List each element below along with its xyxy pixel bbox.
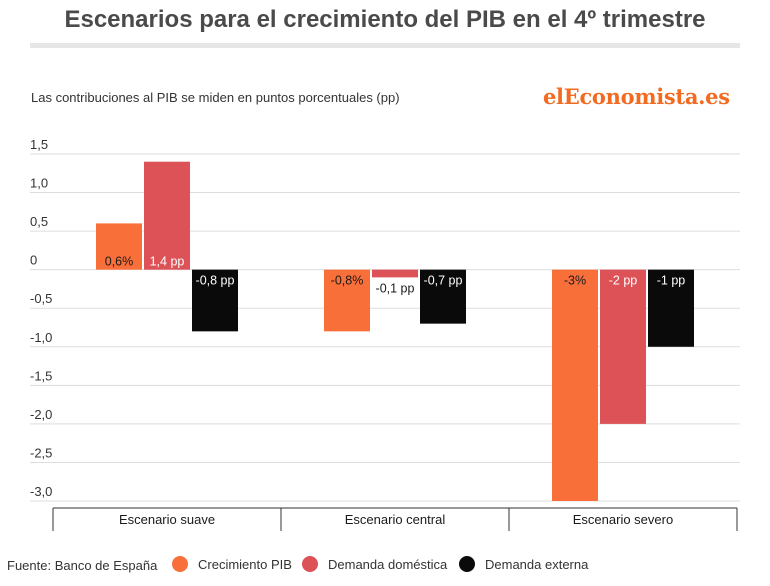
data-label: -0,1 pp (376, 282, 415, 296)
data-label: -0,7 pp (424, 274, 463, 288)
source-note: Fuente: Banco de España (7, 558, 158, 573)
y-tick-label: -1,5 (30, 368, 52, 383)
legend-label-crecimiento: Crecimiento PIB (198, 556, 292, 572)
bar (600, 269, 646, 424)
bar (420, 269, 466, 324)
title-divider (30, 43, 740, 48)
data-label: -0,8 pp (196, 274, 235, 288)
legend-item-externa: Demanda externa (459, 556, 588, 572)
data-label: 1,4 pp (150, 255, 185, 269)
y-tick-label: -0,5 (30, 291, 52, 306)
y-tick-label: -1,0 (30, 330, 52, 345)
legend-item-crecimiento: Crecimiento PIB (172, 556, 292, 572)
legend-swatch-domestica (302, 556, 318, 572)
y-tick-label: -2,0 (30, 407, 52, 422)
y-tick-label: -2,5 (30, 445, 52, 460)
x-tick-label: Escenario central (345, 512, 446, 527)
bar (192, 269, 238, 332)
legend-label-externa: Demanda externa (485, 556, 589, 572)
y-tick-label: -3,0 (30, 484, 52, 499)
chart-subtitle: Las contribuciones al PIB se miden en pu… (31, 90, 400, 105)
bar (144, 161, 190, 270)
bar (552, 269, 598, 501)
y-tick-label: 1,0 (30, 176, 48, 191)
x-tick-label: Escenario suave (119, 512, 215, 527)
brand-logo: elEconomista.es (543, 84, 730, 109)
data-label: -2 pp (609, 274, 638, 288)
legend-swatch-externa (459, 556, 475, 572)
data-label: -3% (564, 274, 586, 288)
data-label: -1 pp (657, 274, 686, 288)
y-tick-label: 1,5 (30, 137, 48, 152)
legend-item-domestica: Demanda doméstica (302, 556, 447, 572)
chart-title: Escenarios para el crecimiento del PIB e… (64, 6, 706, 33)
y-tick-label: 0,5 (30, 214, 48, 229)
y-tick-label: 0 (30, 253, 37, 268)
legend: Fuente: Banco de España Crecimiento PIB … (0, 556, 770, 578)
bar (648, 269, 694, 347)
bar (96, 223, 142, 270)
data-label: 0,6% (105, 255, 134, 269)
legend-label-domestica: Demanda doméstica (328, 556, 448, 572)
data-label: -0,8% (331, 274, 364, 288)
bar (324, 269, 370, 332)
x-tick-label: Escenario severo (573, 512, 673, 527)
bar (372, 269, 418, 278)
legend-swatch-crecimiento (172, 556, 188, 572)
bar-chart: 1,5 1,0 0,5 0 -0,5 -1,0 -1,5 -2,0 -2,5 -3,0 0,6% 1,… (30, 137, 740, 531)
